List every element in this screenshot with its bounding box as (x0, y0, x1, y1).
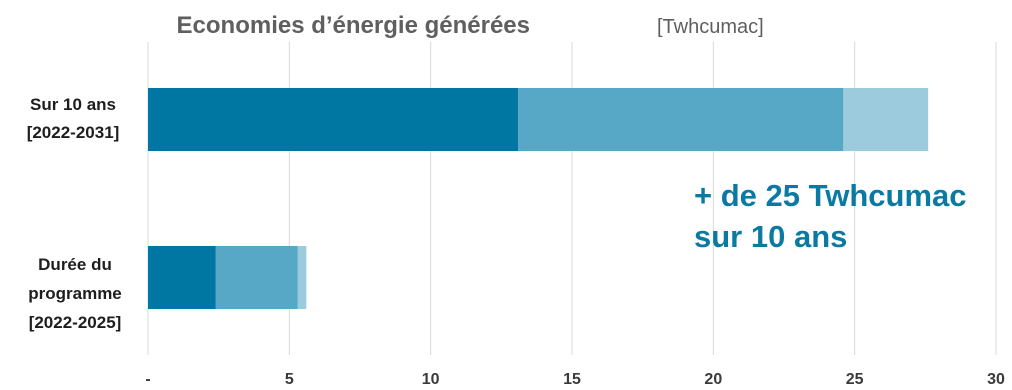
bar-segment-0-1 (518, 88, 844, 151)
annotation-line-1: sur 10 ans (694, 219, 847, 254)
x-tick-label-6: 30 (987, 371, 1005, 388)
category-label-1-0: Durée du (38, 255, 112, 274)
x-tick-label-2: 10 (422, 371, 440, 388)
x-tick-label-5: 25 (846, 371, 864, 388)
x-tick-label-1: 5 (285, 371, 294, 388)
bar-segment-1-1 (215, 246, 298, 309)
bar-segment-1-2 (297, 246, 307, 309)
chart-title-unit: [Twhcumac] (657, 16, 764, 38)
bars (148, 88, 929, 309)
chart-title: Economies d’énergie générées (177, 12, 530, 39)
category-label-0-1: [2022-2031] (27, 123, 120, 142)
x-tick-label-4: 20 (704, 371, 722, 388)
annotation: + de 25 Twhcumac sur 10 ans (694, 178, 967, 254)
category-label-1-1: programme (28, 284, 122, 303)
category-labels: Sur 10 ans [2022-2031] Durée du programme [2… (27, 95, 122, 332)
bar-segment-1-0 (148, 246, 216, 309)
bar-segment-0-0 (148, 88, 519, 151)
annotation-line-0: + de 25 Twhcumac (694, 178, 967, 213)
x-tick-label-0: - (145, 371, 150, 388)
category-label-1-2: [2022-2025] (29, 313, 122, 332)
category-label-0-0: Sur 10 ans (30, 95, 116, 114)
x-axis-tick-labels: - 5 10 15 20 25 30 (145, 371, 1005, 388)
bar-segment-0-2 (843, 88, 929, 151)
x-tick-label-3: 15 (563, 371, 581, 388)
